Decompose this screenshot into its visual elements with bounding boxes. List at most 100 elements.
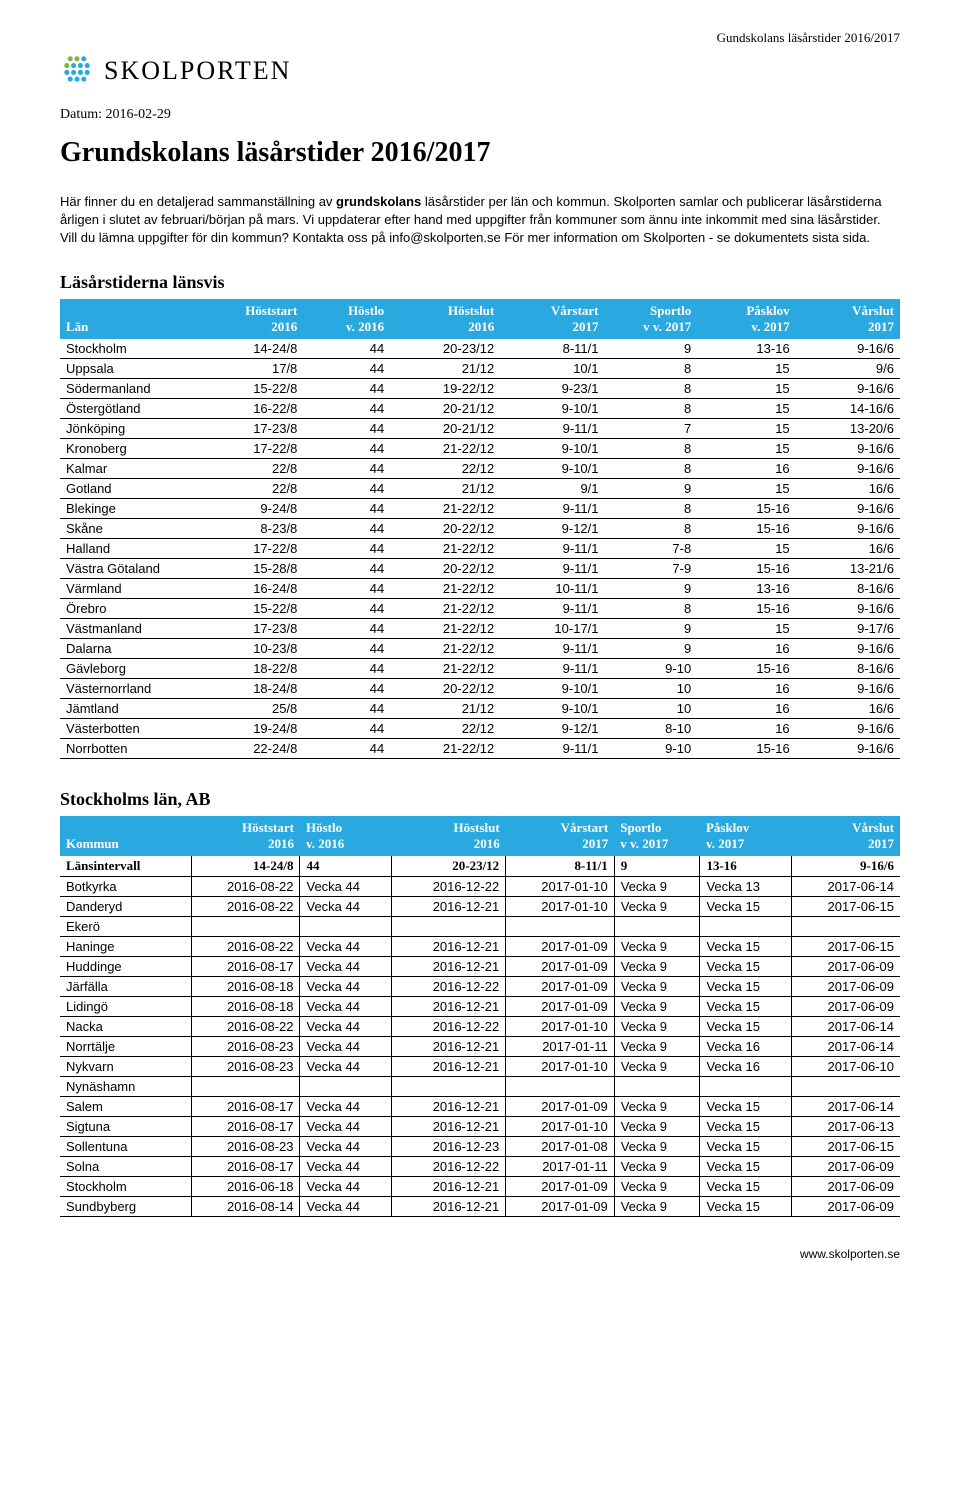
table-row: Dalarna10-23/84421-22/129-11/19169-16/6: [60, 638, 900, 658]
cell: Danderyd: [60, 896, 191, 916]
cell: Kronoberg: [60, 438, 199, 458]
cell: 16/6: [796, 698, 900, 718]
cell: 2016-12-21: [391, 1036, 505, 1056]
table-row: Jönköping17-23/84420-21/129-11/171513-20…: [60, 418, 900, 438]
cell: [614, 1076, 700, 1096]
cell: 16: [697, 698, 795, 718]
cell: [391, 916, 505, 936]
cell: 20-23/12: [391, 856, 505, 877]
cell: 8: [605, 378, 698, 398]
cell: 2016-08-18: [191, 996, 300, 1016]
table-row: Danderyd2016-08-22Vecka 442016-12-212017…: [60, 896, 900, 916]
cell: 9-11/1: [500, 558, 604, 578]
cell: Vecka 15: [700, 896, 791, 916]
cell: Sigtuna: [60, 1116, 191, 1136]
cell: 8-11/1: [506, 856, 615, 877]
cell: 9-16/6: [796, 438, 900, 458]
cell: 9-10: [605, 738, 698, 758]
cell: Vecka 15: [700, 1196, 791, 1216]
cell: 21-22/12: [390, 618, 500, 638]
cell: 15-16: [697, 558, 795, 578]
cell: 44: [303, 478, 390, 498]
cell: 8: [605, 518, 698, 538]
cell: 16/6: [796, 478, 900, 498]
cell: 17-22/8: [199, 438, 303, 458]
cell: 9: [605, 478, 698, 498]
cell: Sollentuna: [60, 1136, 191, 1156]
col-header: Höstlov. 2016: [303, 299, 390, 339]
cell: 16/6: [796, 538, 900, 558]
cell: 9/1: [500, 478, 604, 498]
cell: Nykvarn: [60, 1056, 191, 1076]
cell: 2017-06-14: [791, 876, 900, 896]
cell: 9-16/6: [796, 458, 900, 478]
cell: 2017-01-08: [506, 1136, 615, 1156]
table-row: Haninge2016-08-22Vecka 442016-12-212017-…: [60, 936, 900, 956]
cell: 15-16: [697, 658, 795, 678]
cell: 2016-08-23: [191, 1136, 300, 1156]
cell: Sundbyberg: [60, 1196, 191, 1216]
cell: [506, 1076, 615, 1096]
cell: 15: [697, 378, 795, 398]
cell: 17-23/8: [199, 418, 303, 438]
table-row: Kalmar22/84422/129-10/18169-16/6: [60, 458, 900, 478]
cell: 8-16/6: [796, 578, 900, 598]
cell: 9-16/6: [796, 738, 900, 758]
cell: 21-22/12: [390, 538, 500, 558]
cell: Vecka 44: [300, 1016, 391, 1036]
cell: 14-24/8: [191, 856, 300, 877]
cell: 10/1: [500, 358, 604, 378]
cell: 2017-01-09: [506, 1196, 615, 1216]
cell: 2017-06-13: [791, 1116, 900, 1136]
cell: 9-11/1: [500, 658, 604, 678]
table-row: Halland17-22/84421-22/129-11/17-81516/6: [60, 538, 900, 558]
cell: 10: [605, 678, 698, 698]
cell: 10-17/1: [500, 618, 604, 638]
cell: 2016-12-21: [391, 1056, 505, 1076]
col-header: Vårstart2017: [500, 299, 604, 339]
cell: Vecka 15: [700, 996, 791, 1016]
cell: 9-23/1: [500, 378, 604, 398]
table-row: Nacka2016-08-22Vecka 442016-12-222017-01…: [60, 1016, 900, 1036]
cell: 2016-08-17: [191, 956, 300, 976]
cell: 8: [605, 458, 698, 478]
cell: 2017-06-14: [791, 1096, 900, 1116]
cell: 14-24/8: [199, 339, 303, 359]
cell: Vecka 9: [614, 1176, 700, 1196]
col-header: Län: [60, 299, 199, 339]
cell: 17-22/8: [199, 538, 303, 558]
cell: 22/12: [390, 458, 500, 478]
cell: 25/8: [199, 698, 303, 718]
cell: 15: [697, 538, 795, 558]
cell: 44: [303, 678, 390, 698]
cell: 9-11/1: [500, 738, 604, 758]
cell: 9-11/1: [500, 418, 604, 438]
cell: 22/8: [199, 458, 303, 478]
cell: 9-11/1: [500, 538, 604, 558]
cell: 2017-06-09: [791, 1156, 900, 1176]
cell: 9: [614, 856, 700, 877]
cell: 15-16: [697, 738, 795, 758]
cell: 20-21/12: [390, 418, 500, 438]
cell: Vecka 9: [614, 976, 700, 996]
cell: Vecka 9: [614, 936, 700, 956]
cell: 15-16: [697, 518, 795, 538]
cell: 2017-06-14: [791, 1016, 900, 1036]
cell: 9-16/6: [796, 718, 900, 738]
cell: Vecka 9: [614, 1196, 700, 1216]
stockholm-table: KommunHöststart2016Höstlov. 2016Höstslut…: [60, 816, 900, 1217]
cell: 9-11/1: [500, 598, 604, 618]
cell: 2017-01-09: [506, 936, 615, 956]
cell: Vecka 15: [700, 1156, 791, 1176]
cell: 16: [697, 638, 795, 658]
cell: 2017-06-09: [791, 976, 900, 996]
stockholm-title: Stockholms län, AB: [60, 789, 900, 810]
table-row: Nynäshamn: [60, 1076, 900, 1096]
cell: 9-17/6: [796, 618, 900, 638]
cell: 44: [303, 518, 390, 538]
lansvis-title: Läsårstiderna länsvis: [60, 272, 900, 293]
cell: 9-10/1: [500, 678, 604, 698]
cell: 44: [303, 578, 390, 598]
cell: 2016-08-17: [191, 1096, 300, 1116]
cell: Vecka 15: [700, 1016, 791, 1036]
